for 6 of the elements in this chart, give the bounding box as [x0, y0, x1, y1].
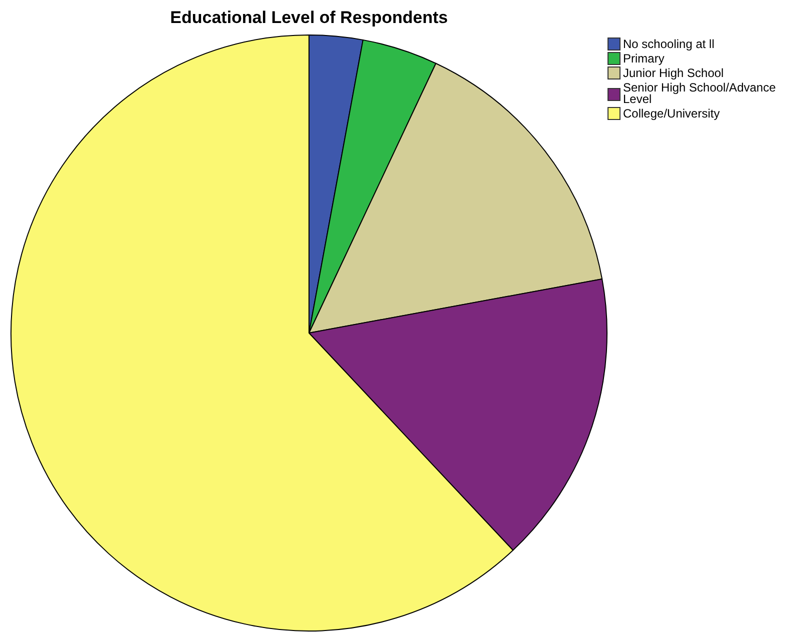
legend-label: Primary: [623, 52, 664, 66]
legend-label: Senior High School/Advance Level: [623, 80, 776, 106]
legend-label: Junior High School: [623, 66, 724, 80]
legend-label: College/University: [623, 106, 720, 120]
legend-label: No schooling at ll: [623, 37, 714, 51]
chart-title: Educational Level of Respondents: [170, 8, 448, 27]
